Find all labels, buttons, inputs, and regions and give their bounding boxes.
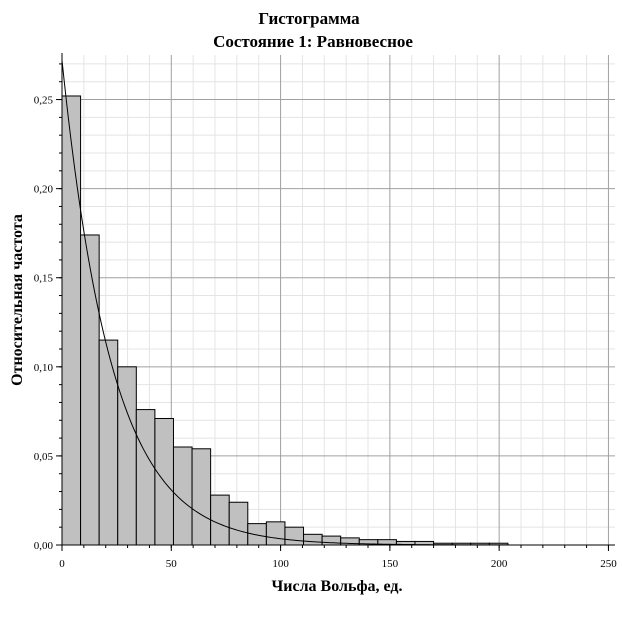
minor-grid — [62, 55, 615, 545]
x-tick-label: 150 — [382, 558, 399, 570]
y-ticks: 0,00 0,05 0,10 0,15 0,20 0,25 — [34, 63, 62, 552]
x-tick-label: 100 — [272, 558, 289, 570]
y-tick-label: 0,20 — [34, 184, 54, 196]
histogram-bar — [172, 446, 193, 546]
histogram-bar — [80, 234, 100, 546]
histogram-bar — [210, 494, 230, 546]
x-tick-label: 250 — [600, 558, 617, 570]
histogram-bar — [247, 523, 267, 546]
histogram-bar — [135, 409, 156, 546]
histogram-bar — [191, 448, 212, 546]
x-tick-label: 200 — [491, 558, 508, 570]
y-tick-label: 0,00 — [34, 540, 54, 552]
histogram-bar — [228, 501, 249, 546]
y-tick-label: 0,05 — [34, 451, 54, 463]
y-axis-label: Относительная частота — [9, 214, 26, 386]
histogram-bar — [265, 521, 286, 546]
histogram-bar — [303, 533, 323, 546]
chart-title: Гистограмма — [258, 9, 360, 28]
x-axis-label: Числа Вольфа, ед. — [272, 578, 403, 595]
histogram-bar — [284, 526, 305, 546]
major-grid — [62, 55, 615, 545]
x-tick-label: 50 — [166, 558, 178, 570]
chart-subtitle: Состояние 1: Равновесное — [213, 32, 413, 51]
y-tick-label: 0,15 — [34, 273, 54, 285]
x-ticks: 0 50 100 150 200 250 — [59, 545, 617, 570]
histogram-bar — [61, 95, 82, 546]
y-tick-label: 0,10 — [34, 362, 54, 374]
bars-group — [61, 95, 509, 546]
x-tick-label: 0 — [59, 558, 65, 570]
histogram-bar — [98, 339, 119, 546]
y-tick-label: 0,25 — [34, 95, 54, 107]
histogram-bar — [321, 535, 342, 546]
